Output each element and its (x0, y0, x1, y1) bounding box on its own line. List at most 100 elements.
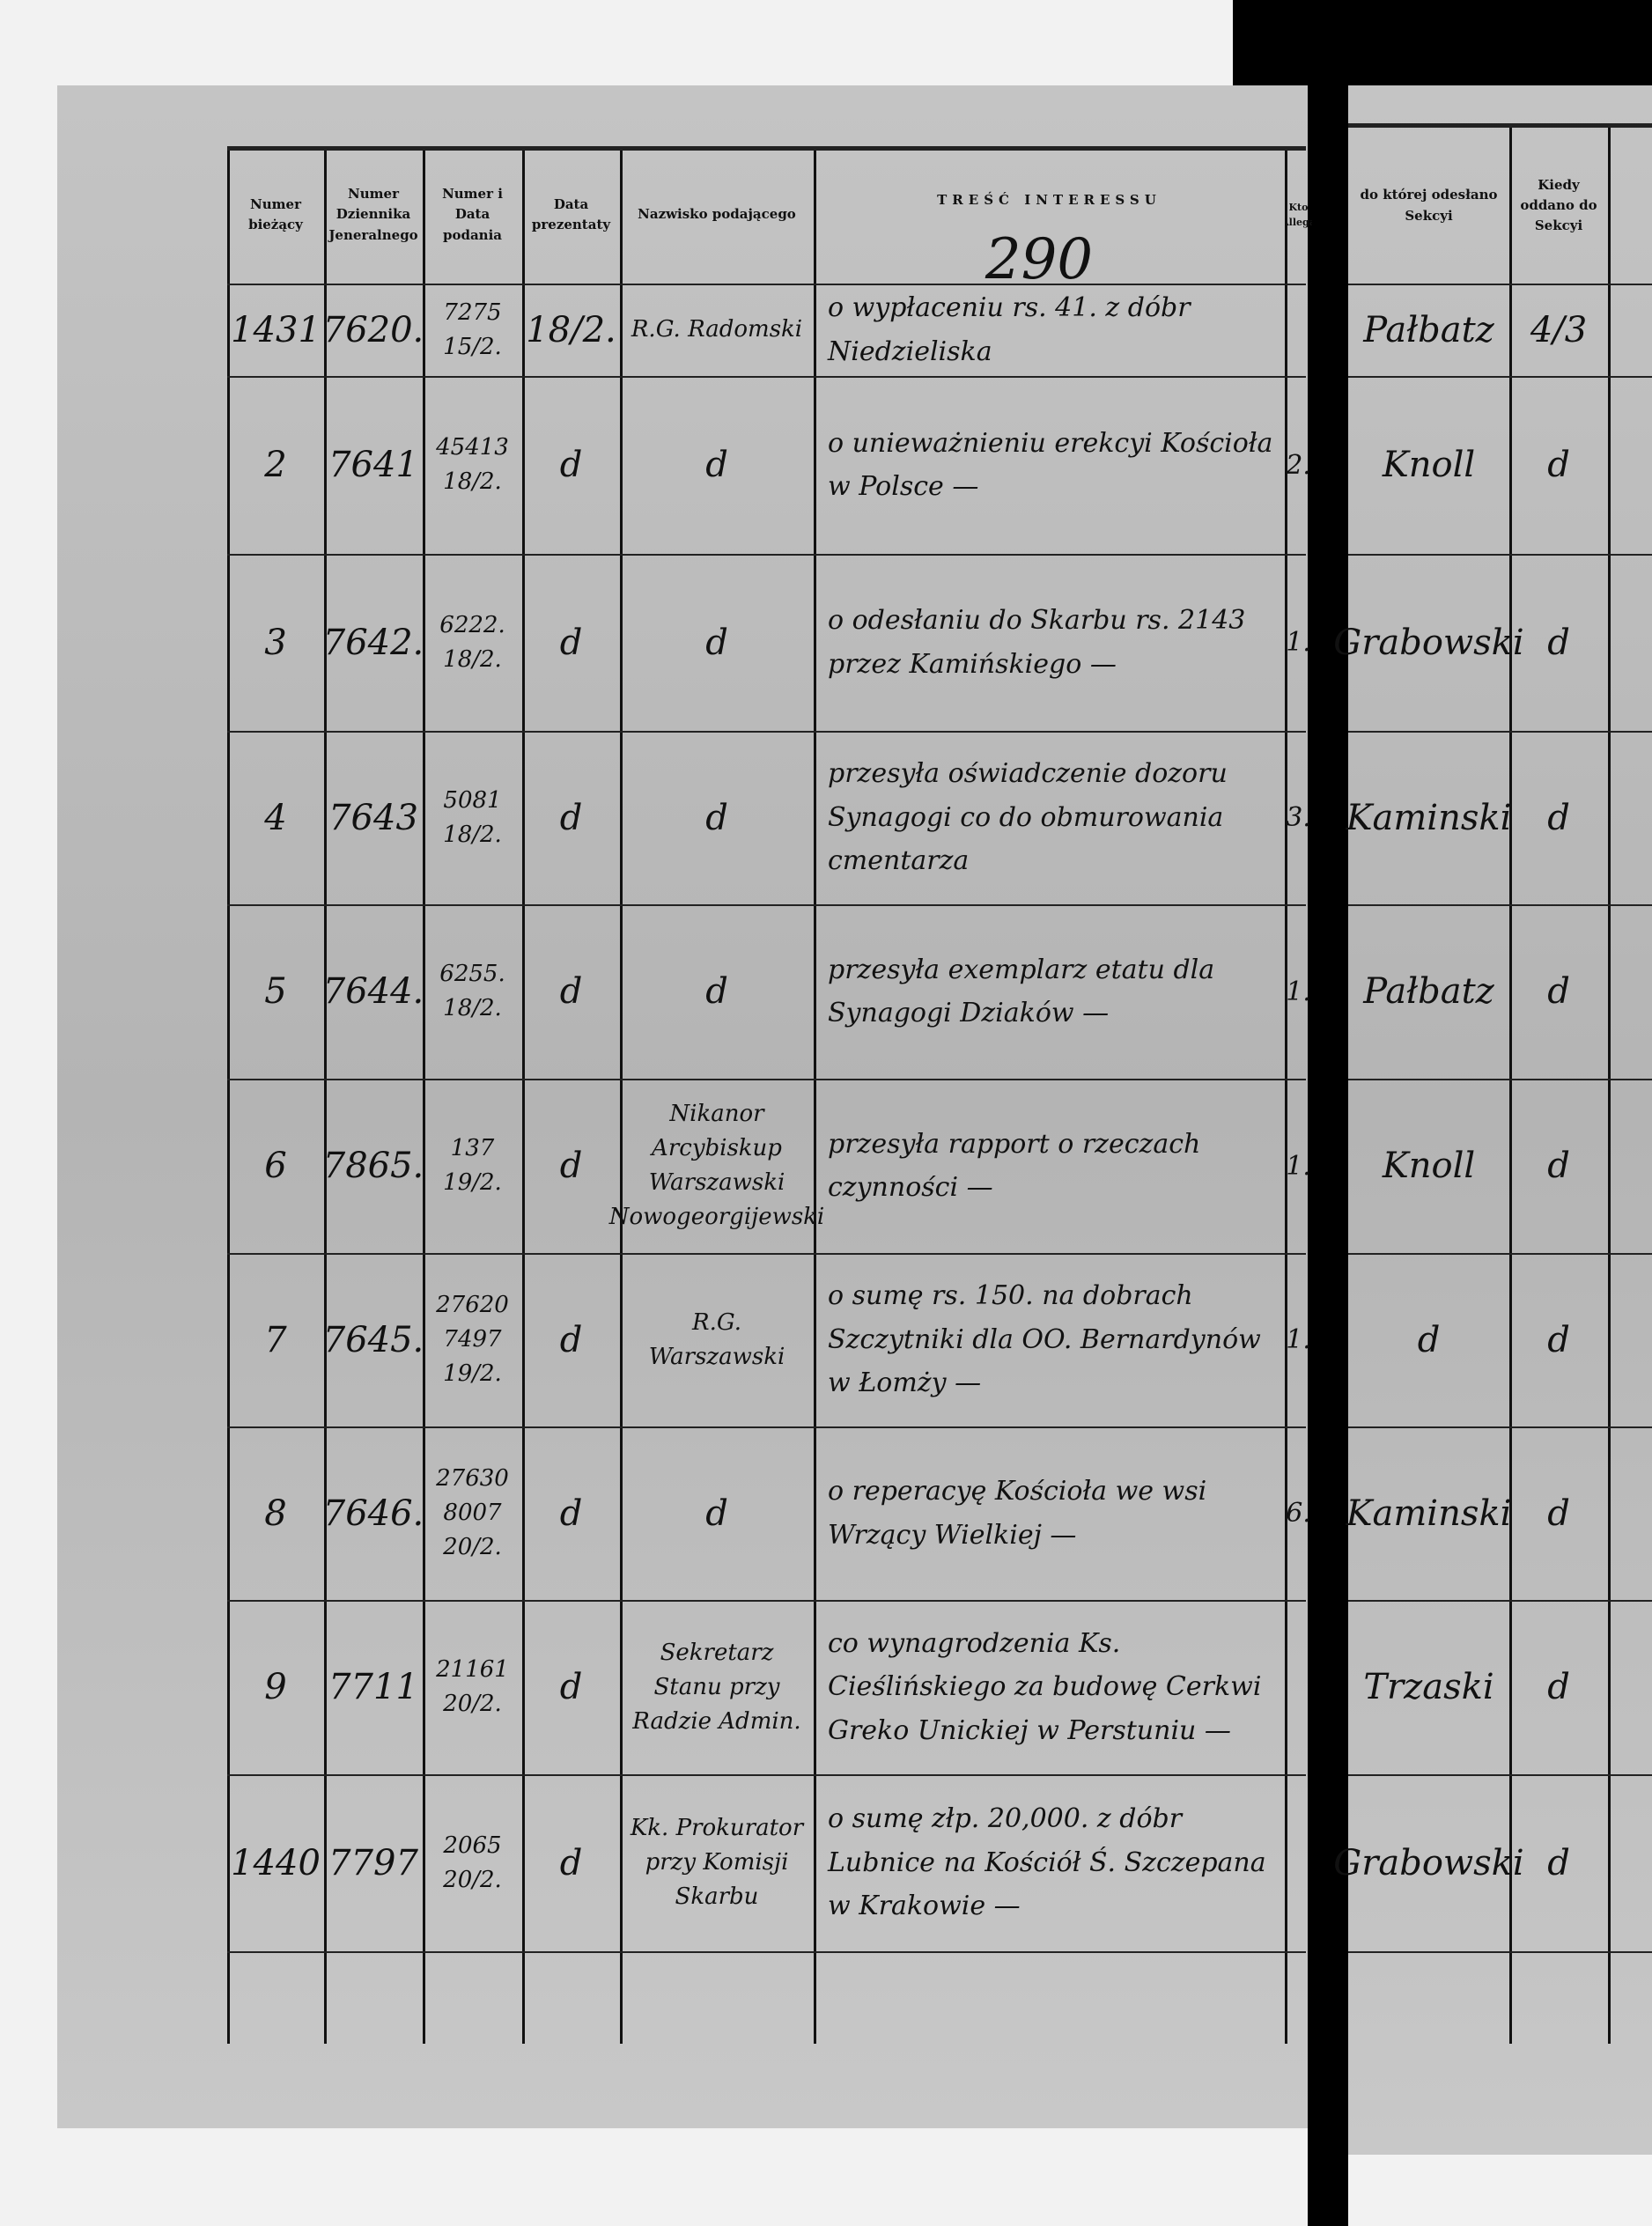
nazwisko-cell: d (705, 445, 728, 485)
allega-cell: 1. (1286, 627, 1311, 658)
prezentata-cell: d (559, 797, 583, 838)
num-cell: 3 (264, 622, 287, 663)
prezentata-cell: d (559, 1667, 583, 1707)
header-rule (1348, 123, 1652, 128)
tresc-cell: o reperacyę Kościoła we wsi Wrzący Wielk… (828, 1476, 1207, 1551)
allega-cell: 3. (1286, 802, 1311, 833)
tresc-cell: przesyła oświadczenie dozoru Synagogi co… (828, 758, 1228, 877)
column-rule (423, 146, 425, 2044)
header-rule (227, 146, 1306, 151)
tresc-cell: przesyła exemplarz etatu dla Synagogi Dz… (828, 954, 1215, 1029)
podanie-cell: 21161 20/2. (436, 1656, 509, 1717)
num-cell: 1431 (231, 309, 321, 350)
tresc-cell: przesyła rapport o rzeczach czynności — (828, 1128, 1201, 1204)
nazwisko-cell: Kk. Prokurator przy Komisji Skarbu (630, 1815, 804, 1910)
sekcja-cell: d (1417, 1319, 1441, 1360)
row-rule (1348, 904, 1652, 906)
binding-gap (1308, 0, 1348, 2226)
num-cell: 1440 (231, 1842, 321, 1883)
kiedy-cell: d (1547, 1493, 1570, 1534)
podanie-cell: 7275 15/2. (443, 299, 502, 360)
dziennik-cell: 7711 (328, 1667, 418, 1707)
dziennik-cell: 7865. (322, 1146, 424, 1186)
nazwisko-cell: d (705, 622, 728, 663)
column-rule (814, 146, 816, 2044)
column-rule (1509, 123, 1512, 2044)
row-rule (227, 1426, 1306, 1428)
column-rule (522, 146, 525, 2044)
nazwisko-cell: R.G. Radomski (631, 316, 803, 343)
nazwisko-cell: d (705, 971, 728, 1012)
podanie-cell: 45413 18/2. (436, 434, 509, 495)
column-header: do której odesłano Sekcyi (1360, 187, 1498, 224)
row-rule (227, 904, 1306, 906)
sekcja-cell: Pałbatz (1363, 309, 1494, 350)
kiedy-cell: d (1547, 1319, 1570, 1360)
sekcja-cell: Grabowski (1333, 1842, 1524, 1883)
page-number: 290 (985, 227, 1094, 292)
podanie-cell: 137 19/2. (443, 1135, 502, 1196)
num-cell: 4 (264, 797, 287, 838)
row-rule (1348, 1951, 1652, 1953)
row-rule (227, 284, 1306, 285)
kiedy-cell: 4/3 (1530, 309, 1588, 350)
column-header: Data prezentaty (531, 195, 611, 232)
row-rule (227, 1774, 1306, 1776)
nazwisko-cell: Nikanor Arcybiskup Warszawski Nowogeorgi… (608, 1101, 825, 1230)
column-header: Numer bieżący (248, 195, 303, 232)
nazwisko-cell: d (705, 797, 728, 838)
column-header: Nazwisko podającego (638, 206, 796, 223)
row-rule (1348, 731, 1652, 733)
column-header: Numer i Data podania (442, 186, 503, 243)
podanie-cell: 2065 20/2. (443, 1832, 502, 1893)
sekcja-cell: Pałbatz (1363, 971, 1494, 1012)
dark-margin (1233, 0, 1652, 85)
kiedy-cell: d (1547, 1146, 1570, 1186)
column-rule (324, 146, 327, 2044)
row-rule (1348, 1774, 1652, 1776)
sekcja-cell: Kaminski (1346, 797, 1512, 838)
num-cell: 8 (264, 1493, 287, 1534)
podanie-cell: 27620 7497 19/2. (436, 1292, 509, 1387)
column-header: Kiedy oddano do Sekcyi (1520, 176, 1597, 234)
dziennik-cell: 7797 (328, 1842, 418, 1883)
dziennik-cell: 7641 (328, 445, 418, 485)
allega-cell: 6. (1286, 1498, 1311, 1529)
sekcja-cell: Grabowski (1333, 622, 1524, 663)
num-cell: 9 (264, 1667, 287, 1707)
row-rule (227, 1079, 1306, 1080)
podanie-cell: 5081 18/2. (443, 786, 502, 848)
row-rule (1348, 1426, 1652, 1428)
prezentata-cell: d (559, 1146, 583, 1186)
prezentata-cell: d (559, 445, 583, 485)
dziennik-cell: 7646. (322, 1493, 424, 1534)
right-page (1348, 85, 1652, 2155)
tresc-cell: o sumę złp. 20,000. z dóbr Lubnice na Ko… (828, 1803, 1266, 1922)
column-header: TREŚĆ INTERESSU (937, 192, 1162, 208)
podanie-cell: 6222. 18/2. (439, 611, 505, 673)
tresc-cell: o wypłaceniu rs. 41. z dóbr Niedzieliska (828, 292, 1191, 367)
row-rule (227, 554, 1306, 556)
row-rule (1348, 1253, 1652, 1255)
prezentata-cell: 18/2. (526, 309, 616, 350)
column-rule (1285, 146, 1287, 2044)
dziennik-cell: 7644. (322, 971, 424, 1012)
nazwisko-cell: Sekretarz Stanu przy Radzie Admin. (632, 1639, 801, 1735)
kiedy-cell: d (1547, 797, 1570, 838)
allega-cell: 1. (1286, 1324, 1311, 1355)
num-cell: 5 (264, 971, 287, 1012)
row-rule (1348, 554, 1652, 556)
row-rule (1348, 376, 1652, 378)
prezentata-cell: d (559, 971, 583, 1012)
kiedy-cell: d (1547, 622, 1570, 663)
allega-cell: 1. (1286, 1150, 1311, 1182)
row-rule (227, 1951, 1306, 1953)
tresc-cell: o odesłaniu do Skarbu rs. 2143 przez Kam… (828, 605, 1246, 680)
dziennik-cell: 7645. (322, 1319, 424, 1360)
row-rule (227, 376, 1306, 378)
row-rule (1348, 284, 1652, 285)
kiedy-cell: d (1547, 971, 1570, 1012)
tresc-cell: o unieważnieniu erekcyi Kościoła w Polsc… (828, 427, 1273, 503)
column-header: Kto Allega (1285, 201, 1312, 228)
row-rule (227, 731, 1306, 733)
